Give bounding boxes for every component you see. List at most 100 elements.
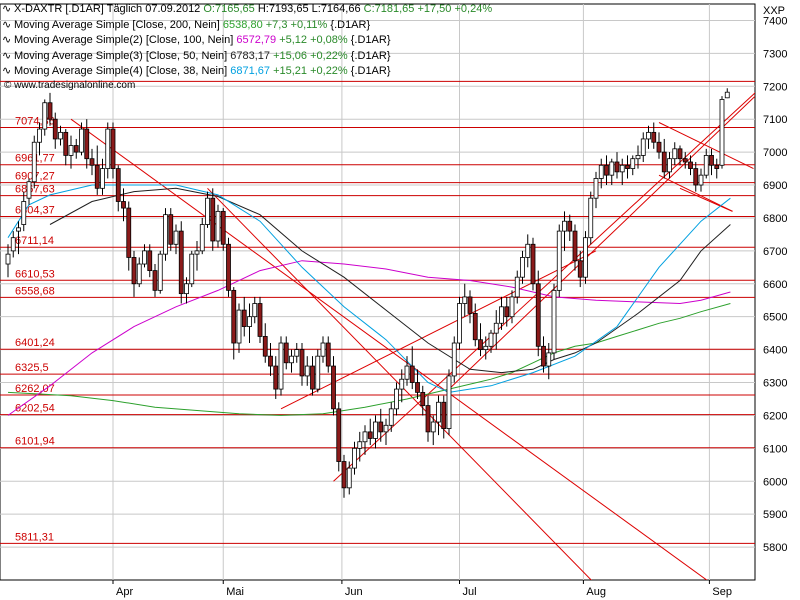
candle-body: [136, 263, 142, 285]
candle-body: [331, 365, 336, 410]
chart-legend: ∿ X-DAXTR [.D1AR] Täglich 07.09.2012 O:71…: [2, 2, 492, 80]
candle-body: [541, 345, 546, 367]
ma-change: +7,3: [265, 18, 291, 31]
candle-body: [5, 253, 11, 265]
candle-body: [472, 312, 478, 341]
y-tick-label: 6200: [763, 410, 787, 422]
candle-body: [131, 257, 137, 285]
candle-body: [294, 349, 300, 357]
candle-body: [436, 401, 441, 423]
y-tick-label: 6400: [763, 345, 787, 357]
y-tick-label: 7200: [763, 81, 787, 93]
candle-body: [504, 306, 510, 318]
y-tick-label: 7400: [763, 15, 787, 27]
candle-body: [115, 168, 121, 202]
level-label: 5811,31: [15, 531, 54, 543]
candle-body: [163, 214, 168, 255]
level-label: 6325,5: [15, 362, 49, 374]
candle-body: [667, 158, 672, 173]
y-tick-label: 7300: [763, 48, 787, 60]
y-tick-label: 6800: [763, 213, 787, 225]
y-tick-label: 6100: [763, 443, 787, 455]
candle-body: [383, 424, 389, 433]
candle-body: [58, 131, 63, 140]
symbol-label: X-DAXTR [.D1AR]: [14, 3, 104, 15]
candle-body: [320, 342, 326, 357]
ohlc-close: C:7181,65: [363, 3, 415, 15]
candle-body: [157, 253, 163, 291]
candle-body: [598, 164, 604, 179]
candle-body: [10, 237, 16, 252]
currency-label: XXP: [763, 5, 785, 17]
candle-body: [252, 303, 258, 318]
candle-body: [94, 164, 100, 189]
level-label: 6610,53: [15, 268, 55, 280]
ma-line-icon: ∿: [2, 49, 12, 62]
candle-body: [236, 309, 242, 344]
candle-body: [31, 141, 37, 183]
x-tick-label: Aug: [586, 586, 606, 598]
candle-body: [493, 322, 499, 334]
ma-line-icon: ∿: [2, 34, 12, 46]
candle-body: [100, 168, 105, 189]
date-label: 07.09.2012: [145, 3, 201, 15]
candle-body: [483, 345, 489, 350]
candle-body: [184, 283, 189, 295]
candle-body: [425, 405, 431, 433]
candle-body: [556, 230, 562, 291]
candle-body: [231, 289, 237, 344]
x-tick-label: Sep: [712, 586, 732, 598]
candle-body: [399, 378, 405, 390]
candle-body: [420, 391, 426, 406]
candle-body: [16, 227, 21, 232]
trend-line: [658, 174, 733, 212]
ma-tag: {.D1AR}: [350, 65, 391, 77]
interval-label: Täglich: [106, 3, 143, 15]
ma-name: Moving Average Simple(4) [Close, 38, Nei…: [14, 65, 231, 77]
candle-body: [509, 296, 515, 318]
moving-average-line-3: [49, 187, 731, 374]
candle-body: [341, 461, 347, 489]
candle-body: [168, 214, 174, 245]
candle-body: [241, 309, 247, 327]
candle-body: [110, 128, 116, 169]
ma-value: 6783,17: [230, 49, 274, 62]
candle-body: [121, 201, 126, 209]
candle-body: [262, 336, 268, 357]
candle-body: [467, 296, 473, 314]
candle-body: [257, 303, 263, 337]
y-tick-label: 6600: [763, 279, 787, 291]
candle-body: [588, 197, 594, 239]
ohlc-change: +17,50: [417, 3, 452, 15]
legend-row-ma-3: ∿ Moving Average Simple(3) [Close, 50, Ne…: [2, 49, 492, 65]
candle-body: [478, 339, 483, 350]
candle-body: [47, 102, 53, 120]
candle-body: [441, 401, 447, 429]
ma-line-icon: ∿: [2, 3, 12, 15]
candle-body: [462, 296, 468, 304]
trend-line: [658, 122, 754, 170]
candle-body: [530, 243, 536, 285]
candle-body: [194, 250, 200, 255]
candle-body: [604, 164, 609, 176]
candle-body: [709, 155, 714, 166]
candle-body: [126, 207, 132, 258]
candle-body: [304, 365, 310, 377]
candle-body: [625, 164, 630, 169]
candle-body: [394, 388, 399, 410]
candle-body: [719, 99, 725, 166]
ma-change-pct: +0,11%: [290, 18, 331, 31]
candle-body: [142, 250, 147, 265]
candle-body: [583, 237, 588, 278]
candle-body: [63, 131, 69, 156]
legend-row-ma-1: ∿ Moving Average Simple [Close, 200, Nein…: [2, 18, 492, 34]
x-tick-label: Jun: [345, 586, 363, 598]
source-credit: © www.tradesignalonline.com: [4, 80, 136, 91]
x-tick-label: Jul: [463, 586, 477, 598]
candle-body: [619, 164, 625, 173]
y-tick-label: 5800: [763, 542, 787, 554]
candle-body: [693, 168, 699, 186]
candle-body: [268, 355, 273, 367]
ma-name: Moving Average Simple(2) [Close, 100, Ne…: [14, 34, 237, 46]
